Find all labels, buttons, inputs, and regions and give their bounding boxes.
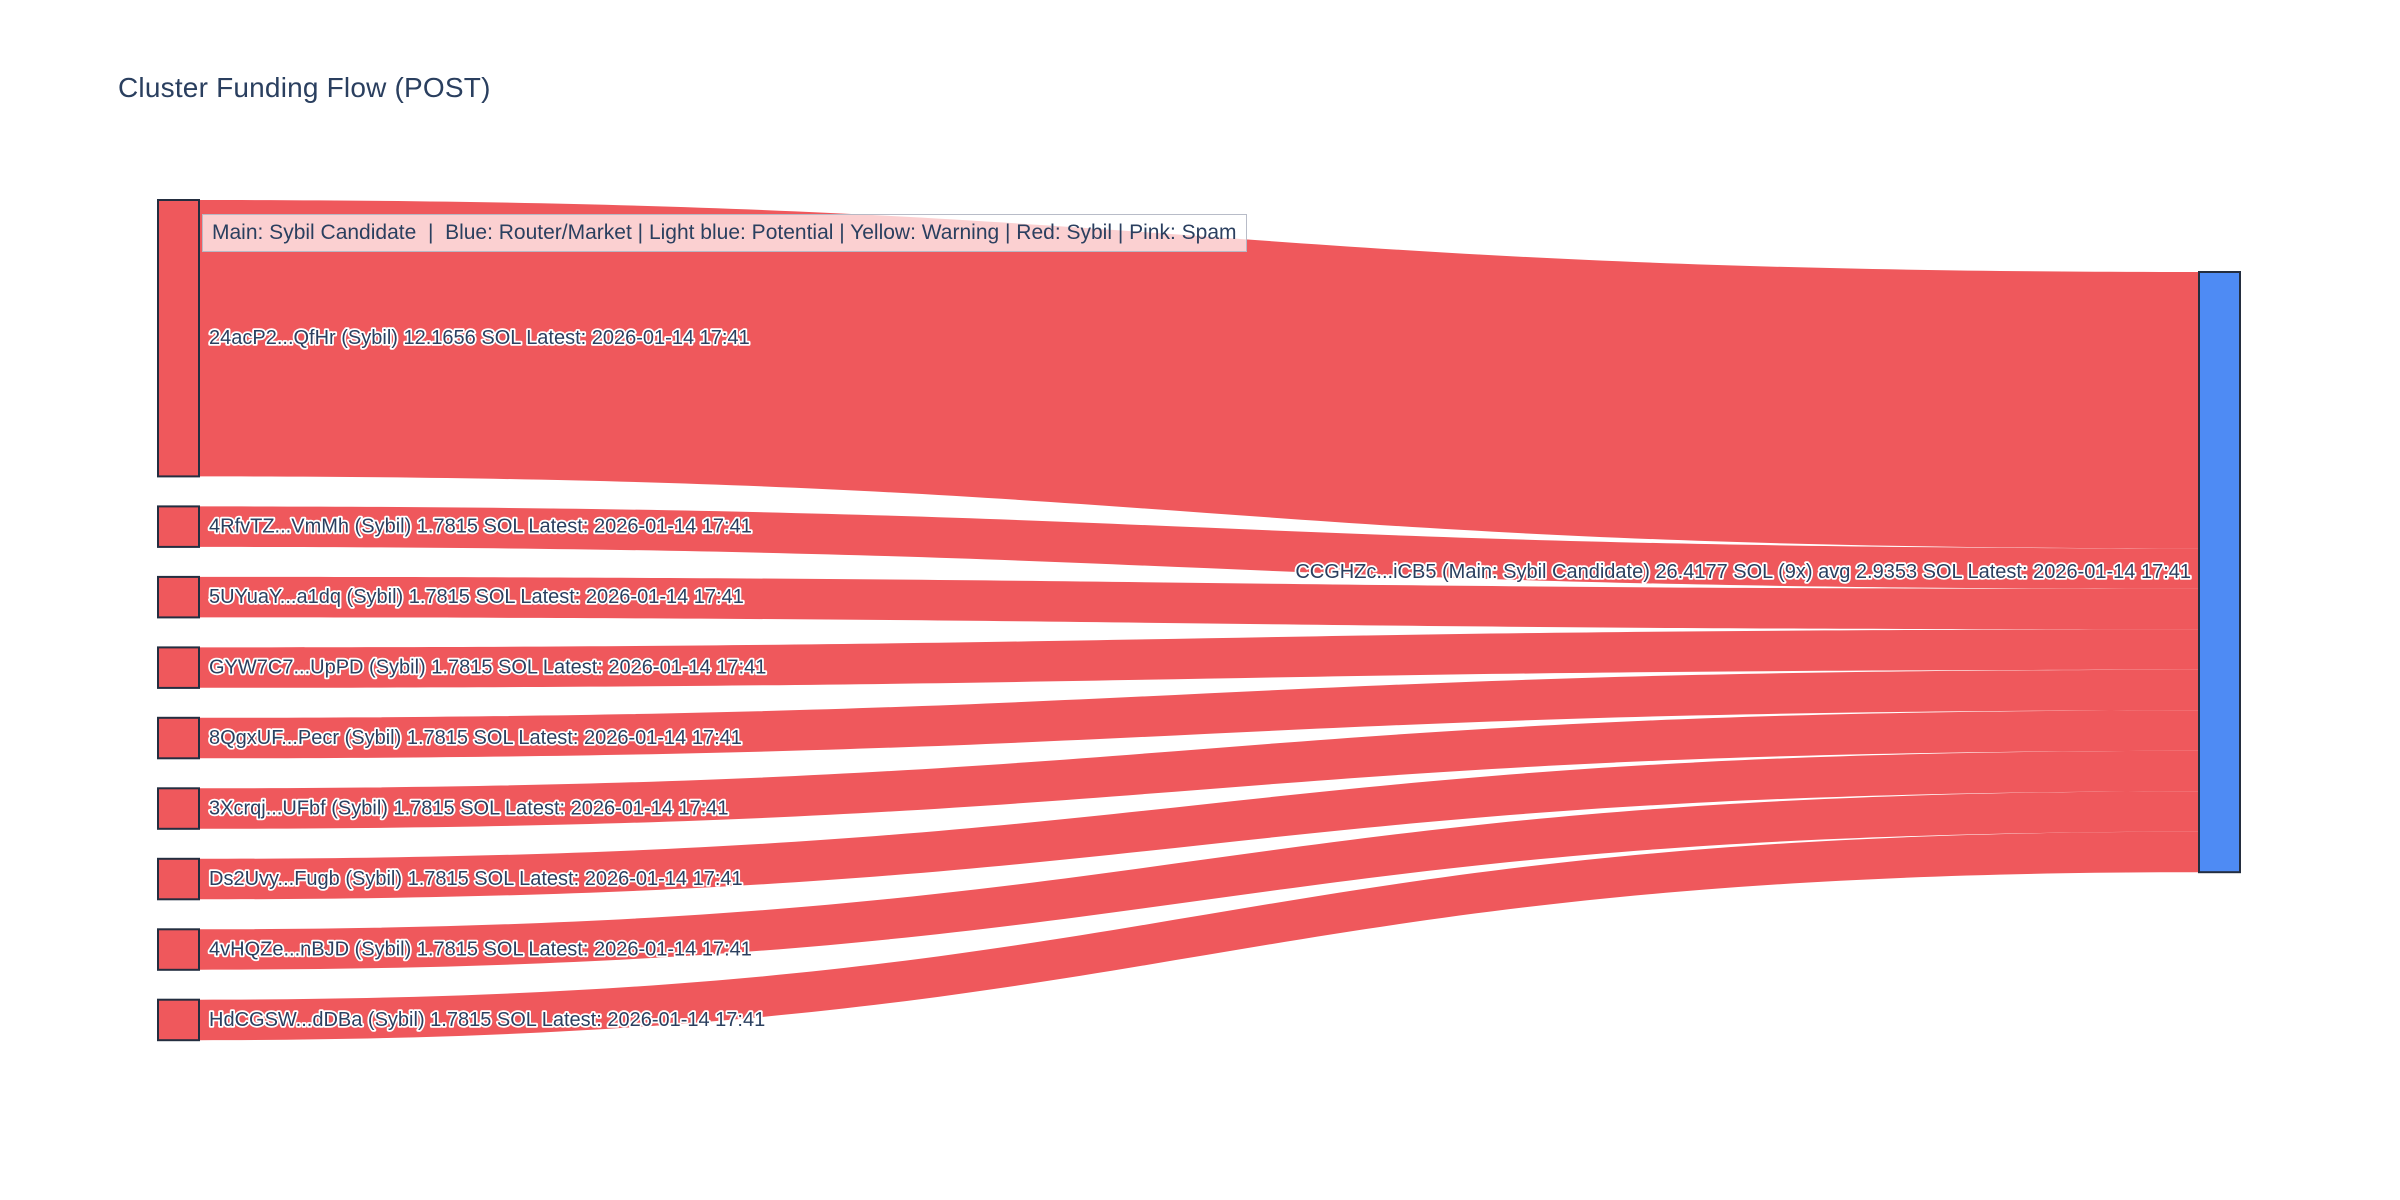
source-node-label-2: 5UYuaY...a1dq (Sybil) 1.7815 SOL Latest:… [209,586,744,608]
source-node-label-3: GYW7C7...UpPD (Sybil) 1.7815 SOL Latest:… [209,657,766,679]
source-node-label-8: HdCGSW...dDBa (Sybil) 1.7815 SOL Latest:… [209,1009,765,1031]
legend-annotation: Main: Sybil Candidate | Blue: Router/Mar… [202,214,1247,252]
sankey-link-5[interactable] [199,710,2199,829]
sankey-link-7[interactable] [199,791,2199,970]
sankey-link-3[interactable] [199,629,2199,688]
sankey-link-1[interactable] [199,506,2199,589]
target-node-label: CCGHZc...iCB5 (Main: Sybil Candidate) 26… [1295,561,2191,583]
sankey-node-source-5[interactable] [157,787,200,830]
sankey-node-source-2[interactable] [157,575,200,619]
sankey-link-2[interactable] [199,576,2199,630]
sankey-node-source-7[interactable] [157,928,200,971]
sankey-link-4[interactable] [199,669,2199,759]
sankey-node-source-1[interactable] [157,505,200,548]
page-title: Cluster Funding Flow (POST) [118,72,491,103]
source-node-label-1: 4RfvTZ...VmMh (Sybil) 1.7815 SOL Latest:… [209,516,752,538]
sankey-link-8[interactable] [199,831,2199,1041]
source-node-label-0: 24acP2...QfHr (Sybil) 12.1656 SOL Latest… [209,327,750,349]
sankey-link-6[interactable] [199,750,2199,900]
sankey-node-source-0[interactable] [157,199,200,478]
sankey-node-source-3[interactable] [157,646,200,689]
source-node-label-6: Ds2Uvy...Fugb (Sybil) 1.7815 SOL Latest:… [209,868,743,890]
sankey-node-source-8[interactable] [157,998,200,1042]
sankey-node-source-4[interactable] [157,716,200,760]
sankey-link-0[interactable] [199,200,2199,549]
source-node-label-5: 3Xcrqj...UFbf (Sybil) 1.7815 SOL Latest:… [209,798,729,820]
source-node-label-4: 8QgxUF...Pecr (Sybil) 1.7815 SOL Latest:… [209,727,742,749]
sankey-node-source-6[interactable] [157,857,200,901]
source-node-label-7: 4vHQZe...nBJD (Sybil) 1.7815 SOL Latest:… [209,939,752,961]
sankey-node-target[interactable] [2198,271,2241,874]
